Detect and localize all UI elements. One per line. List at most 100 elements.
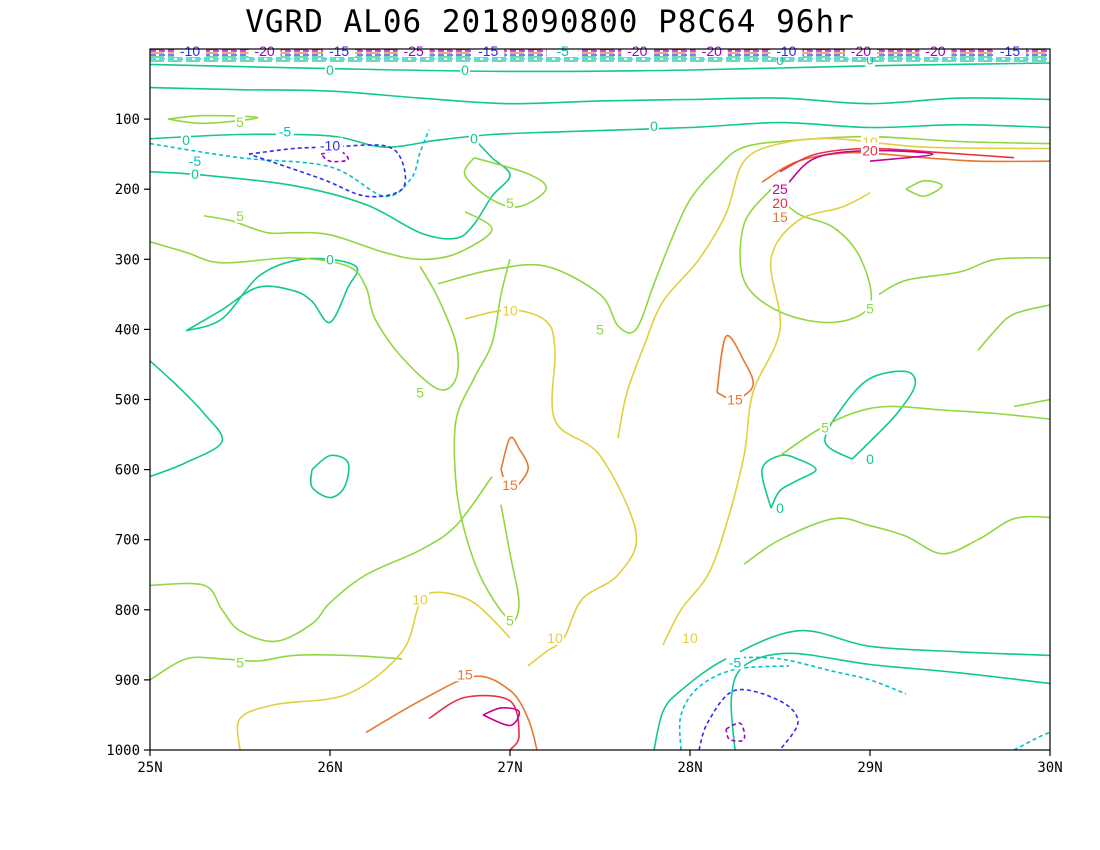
plot-frame: [149, 48, 1051, 751]
contour-line-5-22: [779, 405, 1050, 457]
contour-layer: [150, 62, 1050, 750]
contour-label: 5: [506, 195, 514, 211]
contour-label-bg: [186, 153, 204, 169]
contour-line-neg10-43: [698, 688, 799, 750]
y-tick-label: 200: [115, 182, 140, 198]
contour-label: 0: [776, 52, 784, 68]
contour-label-bg: [501, 477, 519, 493]
top-edge-contour-label: -25: [404, 43, 424, 59]
contour-label: 0: [326, 251, 334, 267]
contour-line-0-3: [150, 138, 511, 240]
contour-label-bg: [276, 123, 294, 139]
contour-label: 5: [236, 208, 244, 224]
contour-label: 10: [547, 630, 563, 646]
contour-label-bg: [415, 384, 425, 400]
contour-label-bg: [235, 654, 245, 670]
contour-label: -10: [320, 138, 340, 154]
contour-label-bg: [861, 142, 879, 158]
contour-line-0-2: [150, 121, 1050, 148]
contour-label-bg: [775, 500, 785, 516]
contour-label: 20: [862, 143, 878, 159]
contour-label: 5: [821, 420, 829, 436]
contour-label-bg: [469, 130, 479, 146]
top-edge-label-bg: [174, 45, 206, 57]
y-tick-label: 600: [115, 463, 140, 479]
contour-line-5-18: [905, 179, 943, 198]
contour-label: -5: [729, 654, 742, 670]
top-edge-label-bg: [844, 45, 877, 57]
y-tick-label: 100: [115, 112, 140, 128]
y-tick-label: 500: [115, 393, 140, 409]
contour-label: 10: [502, 302, 518, 318]
contour-line-10-29: [662, 191, 871, 646]
contour-label: 0: [191, 166, 199, 182]
x-tick-label: 25N: [137, 760, 162, 776]
contour-line-5-17: [739, 188, 873, 324]
top-edge-contour-label: -15: [478, 43, 498, 59]
contour-label-bg: [649, 118, 659, 134]
top-edge-label-bg: [621, 45, 654, 57]
contour-line-25-36: [482, 706, 521, 727]
contour-line-0-4: [185, 257, 359, 332]
contour-label: 0: [182, 132, 190, 148]
contour-line-0-9: [730, 652, 1050, 750]
contour-label-bg: [595, 321, 605, 337]
top-edge-contour-label: -10: [776, 43, 796, 59]
contour-label-bg: [411, 591, 429, 607]
chart-title: VGRD AL06 2018090800 P8C64 96hr: [245, 4, 855, 40]
x-tick-label: 29N: [857, 760, 882, 776]
top-edge-label-bg: [323, 45, 356, 57]
contour-label: 0: [461, 62, 469, 78]
contour-line-10-27: [236, 591, 511, 750]
contour-label: 0: [326, 62, 334, 78]
contour-label-bg: [317, 137, 343, 153]
contour-label-bg: [460, 62, 470, 78]
top-edge-contour-label: -20: [254, 43, 274, 59]
contour-label-bg: [456, 666, 474, 682]
contour-label-bg: [235, 207, 245, 223]
contour-label-bg: [505, 195, 515, 211]
top-edge-contour-label: -5: [557, 43, 570, 59]
contour-line-5-15: [463, 156, 547, 208]
contour-label-bg: [501, 302, 519, 318]
y-tick-label: 700: [115, 533, 140, 549]
contour-label: 15: [457, 666, 473, 682]
contour-label-bg: [771, 181, 789, 197]
contour-label: 0: [650, 118, 658, 134]
top-edge-contour-label: -15: [1000, 43, 1020, 59]
contour-label: 15: [772, 209, 788, 225]
contour-label-bg: [865, 300, 875, 316]
contour-label-bg: [771, 209, 789, 225]
contour-line-5-21: [1013, 398, 1050, 408]
contour-label-bg: [775, 52, 785, 68]
top-edge-contour-label: -15: [329, 43, 349, 59]
contour-label: 5: [236, 654, 244, 670]
top-edge-contour-label: -20: [627, 43, 647, 59]
contour-line-15-31: [716, 334, 755, 401]
contour-label: 15: [502, 477, 518, 493]
top-edge-label-bg: [546, 45, 579, 57]
contour-line-5-25: [150, 654, 403, 681]
y-tick-label: 800: [115, 603, 140, 619]
contour-line-5-16: [437, 135, 1050, 334]
top-edge-contour-label: -20: [925, 43, 945, 59]
contour-label: 5: [596, 321, 604, 337]
top-edge-label-bg: [248, 45, 281, 57]
contour-label: 20: [772, 195, 788, 211]
contour-label: 10: [412, 591, 428, 607]
y-tick-label: 900: [115, 673, 140, 689]
contour-label-bg: [235, 113, 245, 129]
contour-line-0-7: [761, 454, 817, 509]
x-tick-label: 26N: [317, 760, 342, 776]
top-edge-label-bg: [472, 45, 505, 57]
contour-line-0-0: [150, 86, 1050, 105]
contour-label-bg: [726, 391, 744, 407]
contour-line-5-23: [743, 515, 1050, 565]
x-tick-label: 30N: [1037, 760, 1062, 776]
contour-line-0-6: [309, 454, 350, 499]
contour-label-bg: [181, 132, 191, 148]
contour-line-neg10-42: [248, 144, 407, 198]
contour-line-0-1: [150, 62, 1050, 73]
